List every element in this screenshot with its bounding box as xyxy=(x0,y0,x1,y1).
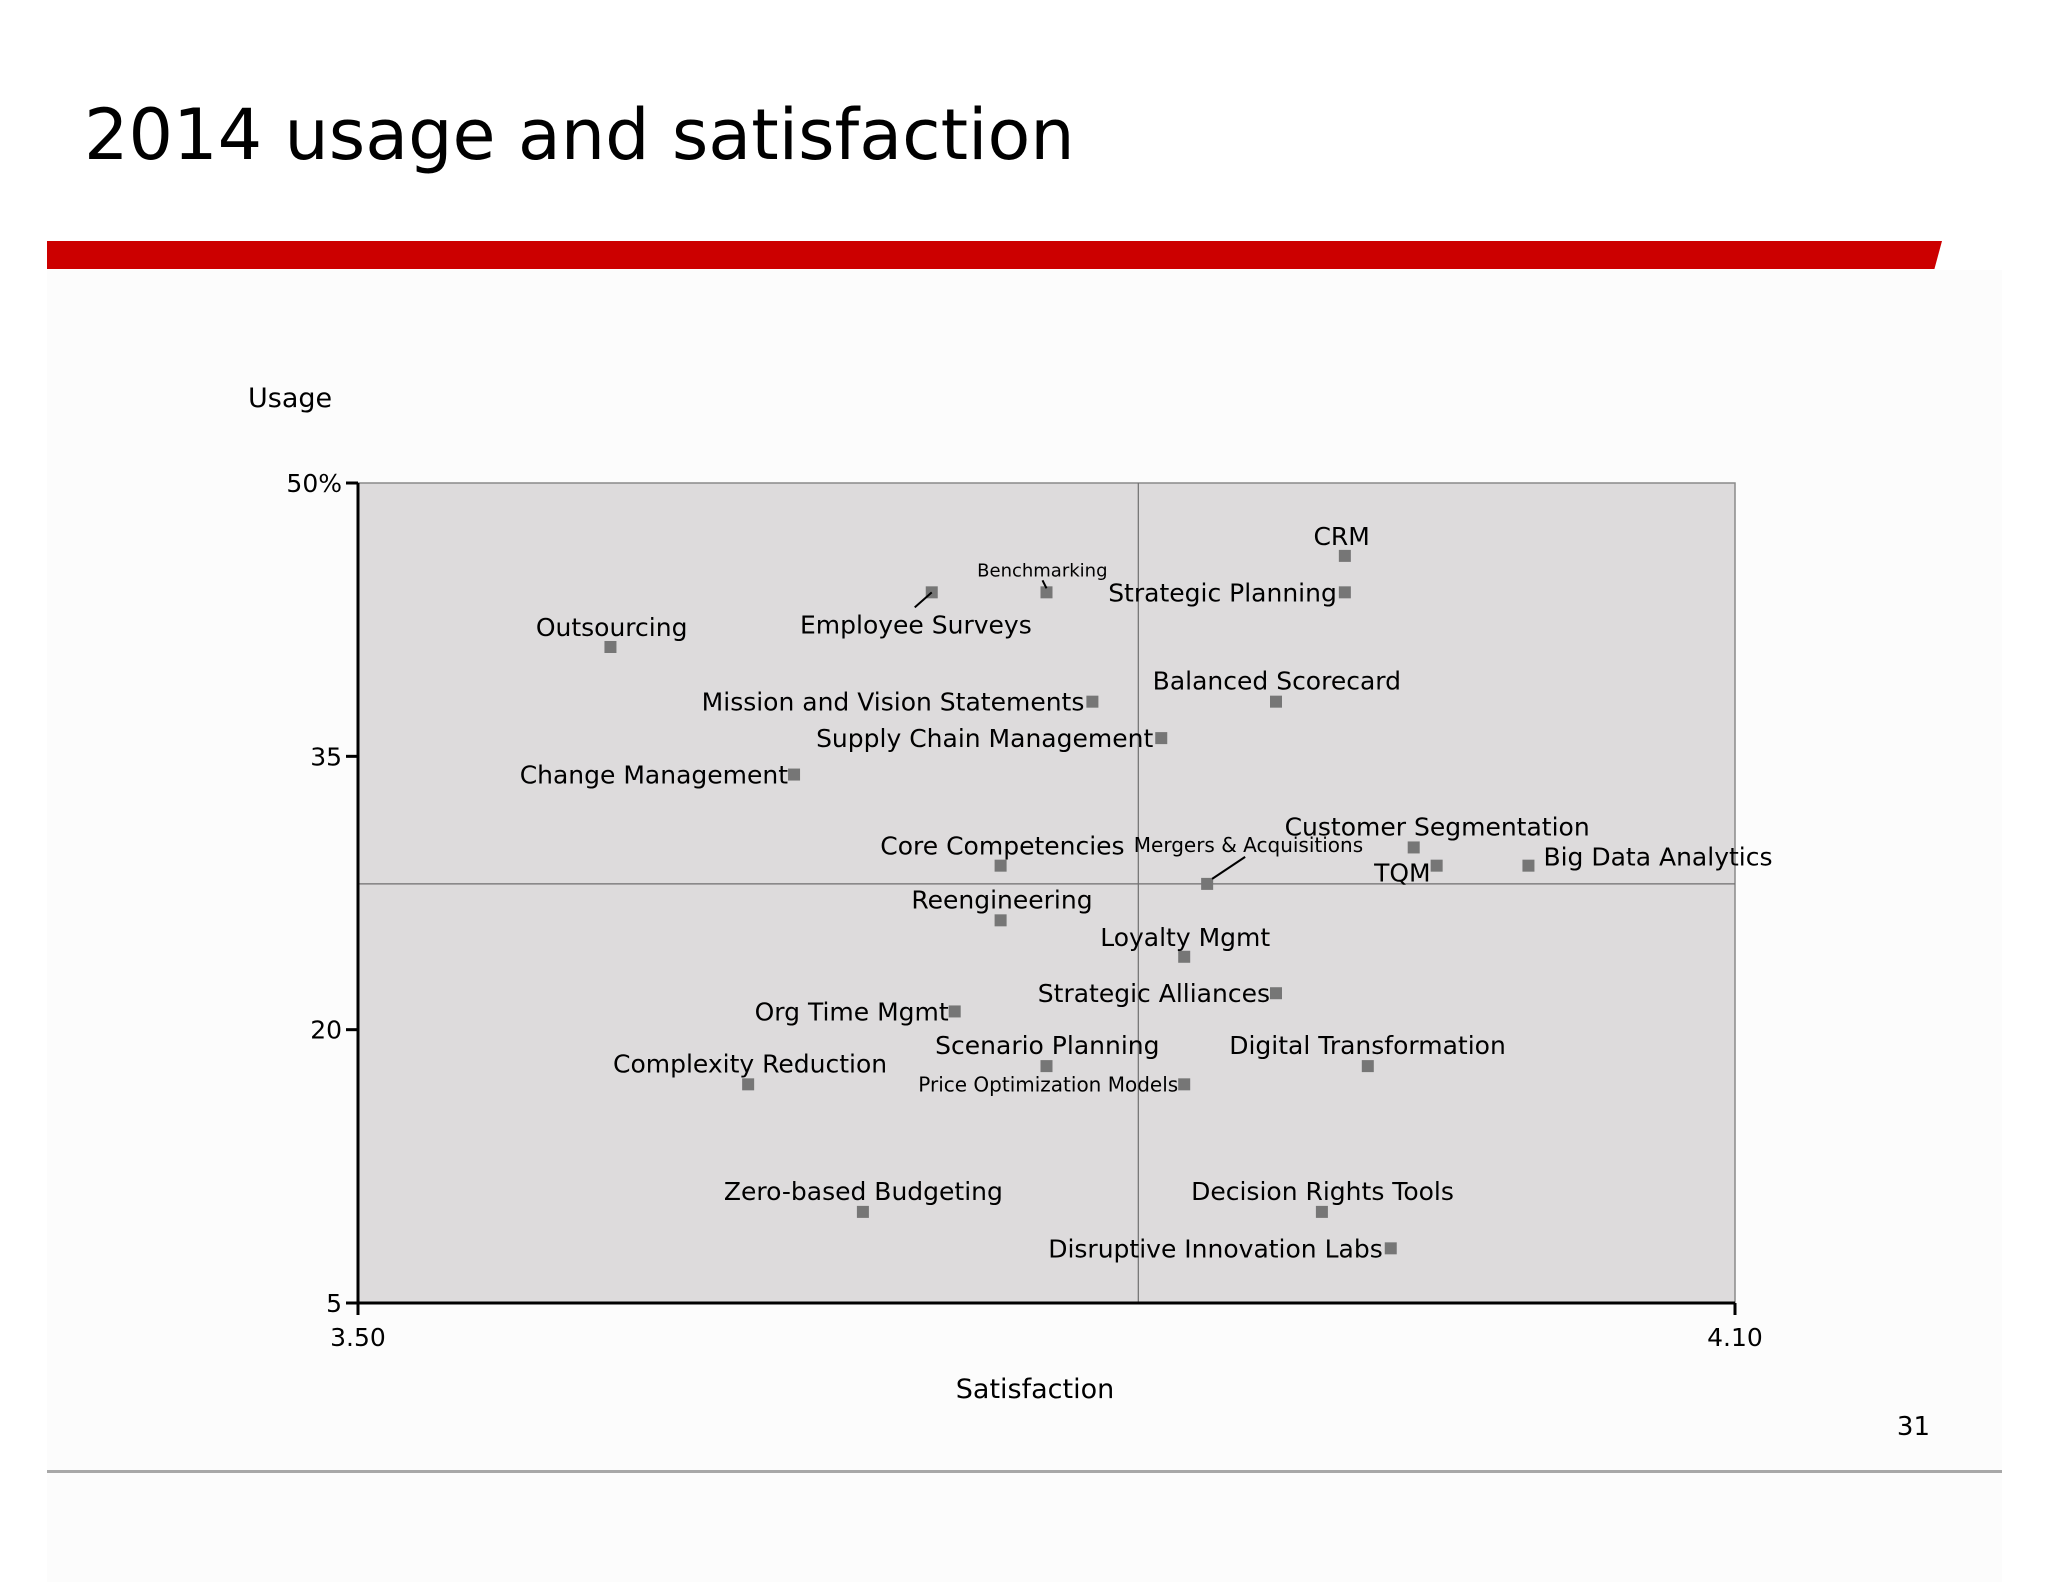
data-point-label: Big Data Analytics xyxy=(1543,843,1772,872)
data-point-label: Outsourcing xyxy=(536,613,688,642)
data-point-label: Decision Rights Tools xyxy=(1191,1177,1454,1206)
data-point xyxy=(856,1205,869,1218)
page-title: 2014 usage and satisfaction xyxy=(84,94,1075,176)
data-point-label: CRM xyxy=(1313,522,1369,551)
data-point-label: Core Competencies xyxy=(880,832,1124,861)
data-point xyxy=(994,859,1007,872)
data-point xyxy=(1430,859,1443,872)
data-point xyxy=(742,1078,755,1091)
data-point xyxy=(1384,1242,1397,1255)
data-point-label: Mission and Vision Statements xyxy=(702,688,1085,717)
data-point xyxy=(1086,695,1099,708)
data-point-label: Supply Chain Management xyxy=(816,724,1153,753)
data-point xyxy=(788,768,801,781)
data-point-label: Strategic Planning xyxy=(1108,578,1337,607)
label-leader-line xyxy=(1211,856,1246,880)
data-point xyxy=(1178,1078,1191,1091)
plot-area xyxy=(357,482,1736,1304)
data-point-label: Balanced Scorecard xyxy=(1153,667,1401,696)
data-point xyxy=(994,914,1007,927)
label-leader-line xyxy=(914,591,933,609)
data-point-label: Change Management xyxy=(520,761,789,790)
x-tick-label: 3.50 xyxy=(330,1323,386,1352)
y-tick-label: 20 xyxy=(310,1016,342,1045)
data-point xyxy=(1315,1205,1328,1218)
data-point-label: Strategic Alliances xyxy=(1038,979,1270,1008)
x-tick-label: 4.10 xyxy=(1707,1323,1763,1352)
y-tick-label: 50% xyxy=(286,469,342,498)
data-point-label: Customer Segmentation xyxy=(1285,812,1590,841)
y-axis-title: Usage xyxy=(248,383,332,414)
y-tick-label: 5 xyxy=(326,1289,342,1318)
footer-divider xyxy=(47,1470,2002,1473)
data-point xyxy=(1155,732,1168,745)
y-tick-label: 35 xyxy=(310,742,342,771)
data-point-label: Price Optimization Models xyxy=(918,1072,1178,1096)
data-point xyxy=(604,641,617,653)
data-point-label: Reengineering xyxy=(911,885,1092,914)
data-point xyxy=(1522,859,1535,872)
data-point-label: Mergers & Acquisitions xyxy=(1134,833,1363,857)
data-point-label: Benchmarking xyxy=(977,560,1107,581)
data-point-label: Digital Transformation xyxy=(1229,1031,1506,1060)
data-point-label: Disruptive Innovation Labs xyxy=(1048,1234,1383,1263)
data-point xyxy=(1338,586,1351,599)
data-point xyxy=(1178,950,1191,963)
data-point xyxy=(1040,586,1053,599)
x-axis-title: Satisfaction xyxy=(956,1374,1114,1405)
label-leader-line xyxy=(1041,579,1048,589)
data-point-label: Employee Surveys xyxy=(800,610,1032,639)
data-point xyxy=(1201,877,1214,890)
data-point xyxy=(1407,841,1420,854)
data-point-label: Scenario Planning xyxy=(935,1031,1159,1060)
data-point-label: Complexity Reduction xyxy=(613,1049,887,1078)
accent-bar xyxy=(47,241,1942,269)
data-point-label: Org Time Mgmt xyxy=(755,997,949,1026)
data-point xyxy=(1361,1060,1374,1073)
data-point xyxy=(1040,1060,1053,1073)
data-point xyxy=(1338,549,1351,562)
data-point-label: Zero-based Budgeting xyxy=(724,1177,1003,1206)
data-point xyxy=(1270,695,1282,708)
page-number: 31 xyxy=(1896,1412,1930,1442)
data-point-label: Loyalty Mgmt xyxy=(1100,923,1270,952)
data-point xyxy=(1270,987,1282,1000)
data-point-label: TQM xyxy=(1373,859,1431,888)
data-point xyxy=(948,1005,961,1018)
